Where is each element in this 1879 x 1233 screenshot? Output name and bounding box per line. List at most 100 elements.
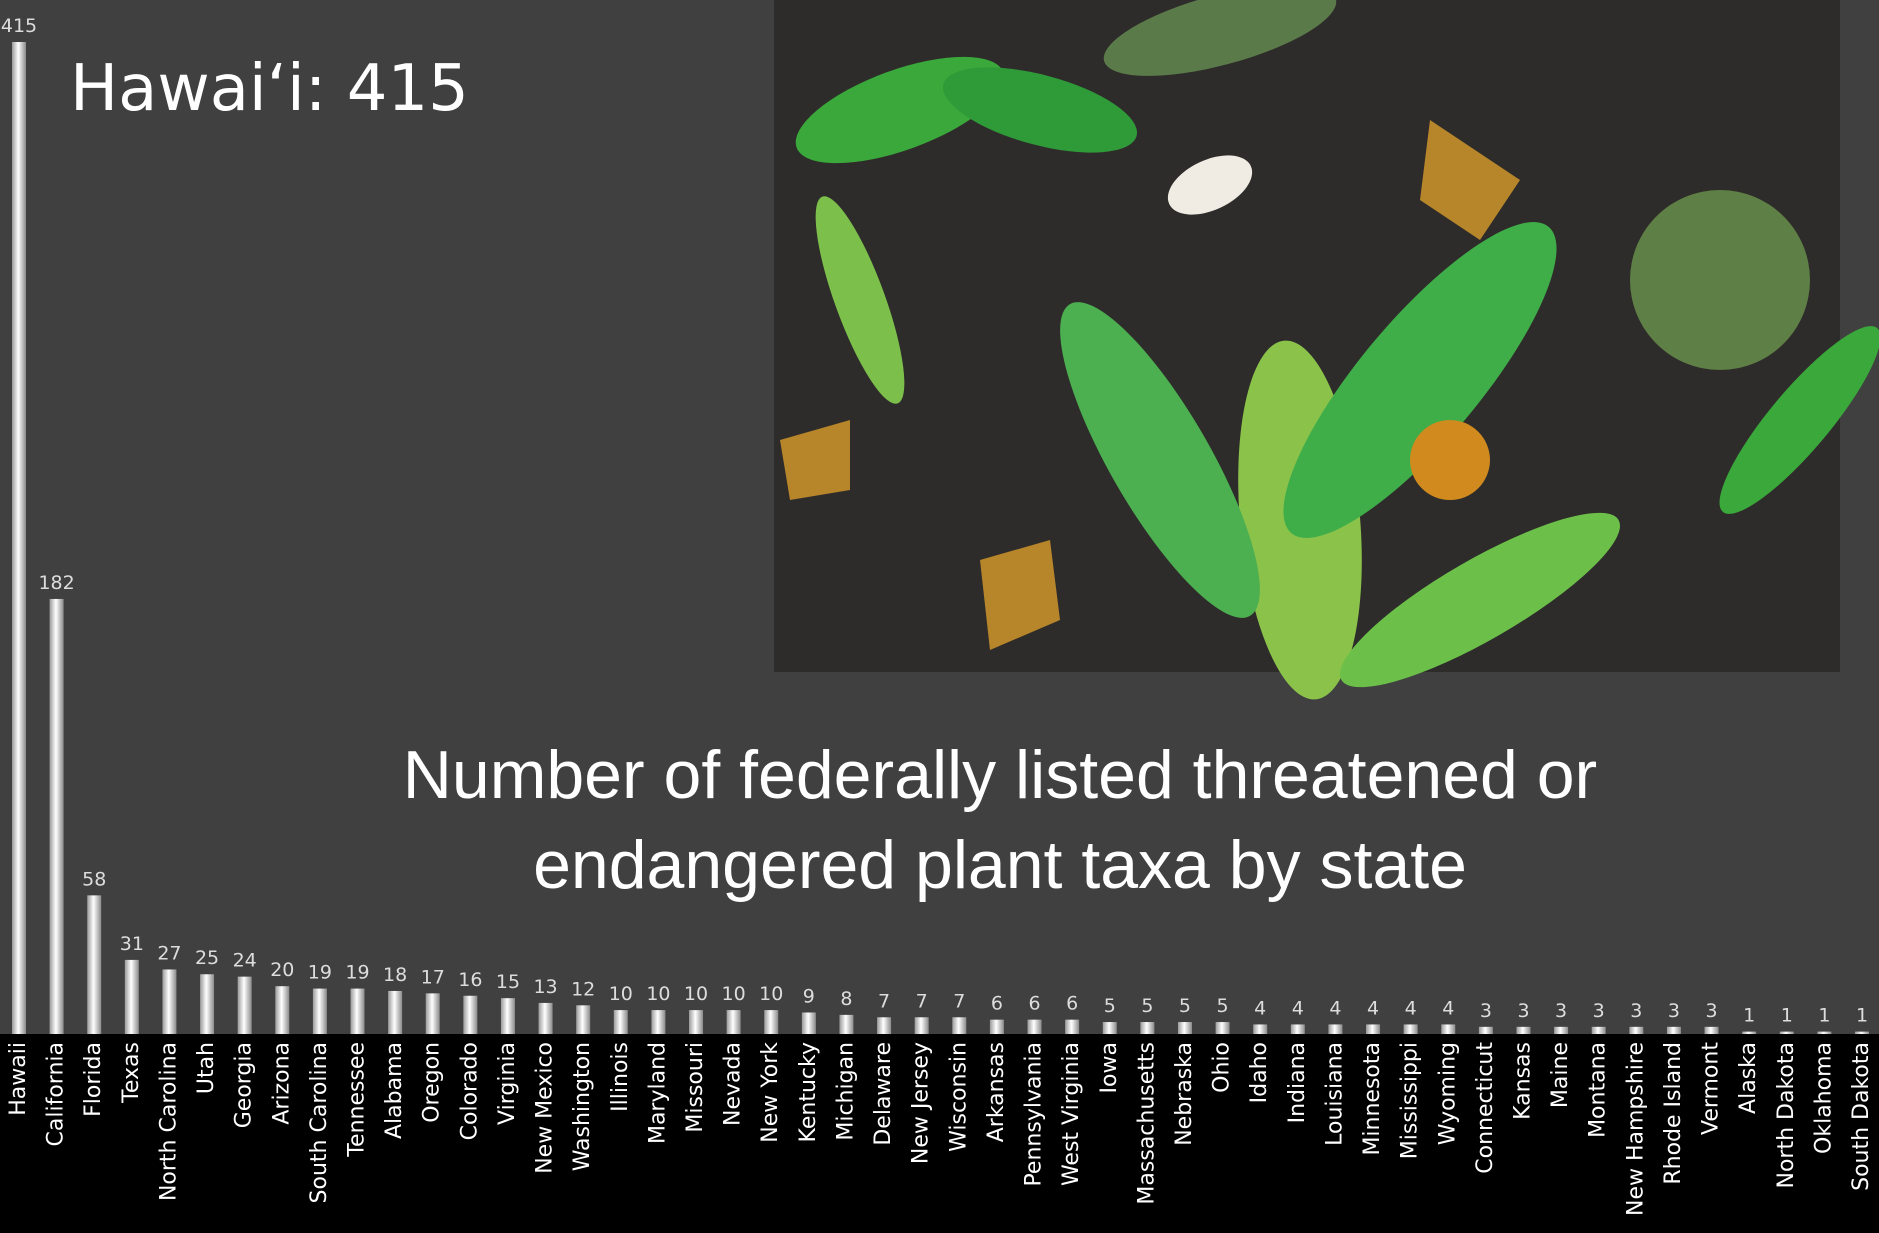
x-tick-label: Vermont — [1699, 1042, 1724, 1135]
value-label: 31 — [120, 933, 144, 955]
chart-title: Number of federally listed threatened or… — [402, 737, 1598, 903]
bar — [312, 988, 327, 1034]
value-label: 3 — [1668, 1000, 1680, 1022]
value-label: 3 — [1593, 1000, 1605, 1022]
bar — [388, 990, 403, 1034]
bar — [1102, 1022, 1117, 1034]
bar — [1253, 1024, 1268, 1034]
value-label: 4 — [1254, 997, 1266, 1019]
value-label: 58 — [82, 868, 106, 890]
value-label: 6 — [1028, 993, 1040, 1015]
x-tick-label: Minnesota — [1360, 1042, 1385, 1156]
x-tick-label: Oklahoma — [1811, 1042, 1836, 1154]
bar — [651, 1010, 666, 1034]
annotation: Hawaiʻi: 415 — [70, 52, 469, 126]
bar — [1215, 1022, 1230, 1034]
bar — [12, 42, 26, 1034]
x-tick-label: South Dakota — [1849, 1042, 1874, 1191]
bar — [764, 1010, 779, 1034]
value-label: 7 — [878, 990, 890, 1012]
x-tick-label: Connecticut — [1473, 1042, 1498, 1174]
value-label: 17 — [421, 966, 445, 988]
bar — [576, 1005, 591, 1034]
bar — [1629, 1026, 1644, 1034]
bar — [1516, 1026, 1531, 1034]
bar — [726, 1010, 741, 1034]
x-tick-label: Idaho — [1247, 1042, 1272, 1103]
x-tick-label: Illinois — [608, 1042, 633, 1112]
x-tick-label: New Jersey — [909, 1042, 934, 1164]
bar — [1290, 1024, 1305, 1034]
value-label: 4 — [1329, 997, 1341, 1019]
bar — [538, 1002, 553, 1034]
value-label: 12 — [571, 978, 595, 1000]
bar — [350, 988, 365, 1034]
value-label: 1 — [1743, 1005, 1755, 1027]
x-tick-label: California — [44, 1042, 69, 1146]
value-label: 10 — [684, 983, 708, 1005]
value-label: 4 — [1367, 997, 1379, 1019]
value-label: 6 — [1066, 993, 1078, 1015]
bar — [914, 1017, 929, 1034]
value-label: 20 — [270, 959, 294, 981]
x-tick-label: Washington — [570, 1042, 595, 1171]
value-label: 5 — [1217, 995, 1229, 1017]
value-label: 1 — [1781, 1005, 1793, 1027]
x-tick-label: Missouri — [683, 1042, 708, 1133]
value-label: 9 — [803, 985, 815, 1007]
bar — [1855, 1031, 1869, 1034]
value-label: 25 — [195, 947, 219, 969]
bar — [463, 995, 478, 1034]
x-tick-label: Pennsylvania — [1022, 1042, 1047, 1187]
x-tick-label: North Carolina — [156, 1042, 181, 1201]
bar — [1366, 1024, 1381, 1034]
x-tick-label: Tennessee — [345, 1042, 370, 1158]
x-tick-label: Maine — [1548, 1042, 1573, 1108]
value-label: 1 — [1818, 1005, 1830, 1027]
bar — [1591, 1026, 1606, 1034]
value-label: 5 — [1104, 995, 1116, 1017]
value-label: 15 — [496, 971, 520, 993]
value-label: 3 — [1555, 1000, 1567, 1022]
x-tick-label: Colorado — [457, 1042, 482, 1140]
x-tick-label: North Dakota — [1774, 1042, 1799, 1188]
value-label: 8 — [840, 988, 852, 1010]
x-tick-label: Delaware — [871, 1042, 896, 1146]
value-label: 13 — [533, 976, 557, 998]
bar — [124, 959, 139, 1034]
bar — [425, 993, 440, 1034]
bar — [1441, 1024, 1456, 1034]
x-tick-label: Kentucky — [796, 1042, 821, 1142]
value-label: 4 — [1442, 997, 1454, 1019]
bar — [952, 1017, 967, 1034]
value-label: 10 — [646, 983, 670, 1005]
x-tick-label: Arizona — [269, 1042, 294, 1125]
x-tick-label: Kansas — [1510, 1042, 1535, 1120]
x-tick-label: Nevada — [721, 1042, 746, 1126]
value-label: 415 — [1, 15, 37, 37]
x-tick-label: Florida — [81, 1042, 106, 1117]
value-label: 24 — [233, 950, 257, 972]
x-tick-label: Virginia — [495, 1042, 520, 1125]
value-label: 10 — [609, 983, 633, 1005]
x-tick-label: Mississippi — [1398, 1042, 1423, 1159]
x-tick-label: Ohio — [1210, 1042, 1235, 1093]
bar — [1177, 1022, 1192, 1034]
x-tick-label: Nebraska — [1172, 1042, 1197, 1146]
bar — [989, 1019, 1004, 1034]
bar — [200, 974, 215, 1034]
x-tick-label: Wyoming — [1435, 1042, 1460, 1145]
x-tick-label: New Hampshire — [1623, 1042, 1648, 1216]
x-tick-label: Iowa — [1097, 1042, 1122, 1093]
value-label: 27 — [157, 942, 181, 964]
bar — [613, 1010, 628, 1034]
value-label: 19 — [345, 962, 369, 984]
x-tick-label: Maryland — [645, 1042, 670, 1144]
botanical-illustration — [774, 0, 1879, 700]
x-tick-label: Georgia — [232, 1042, 257, 1128]
x-tick-label: Oregon — [420, 1042, 445, 1123]
value-label: 3 — [1480, 1000, 1492, 1022]
value-label: 182 — [38, 572, 74, 594]
